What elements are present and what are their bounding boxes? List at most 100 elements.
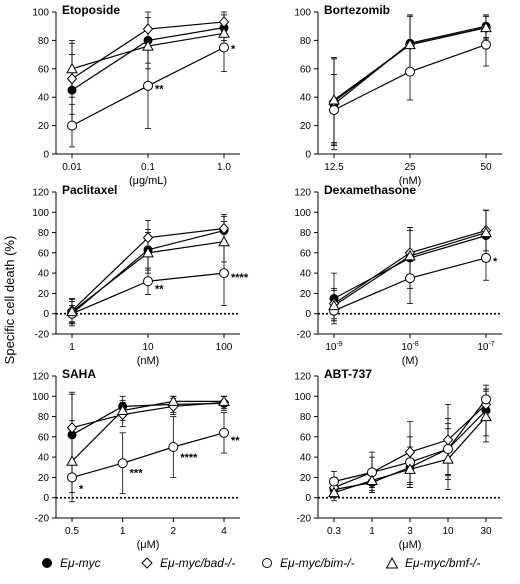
legend-item-bmf: Eμ-myc/bmf-/- bbox=[385, 556, 480, 570]
panel-title: Paclitaxel bbox=[62, 183, 117, 197]
significance-label: ** bbox=[231, 435, 240, 447]
data-point bbox=[328, 486, 340, 498]
y-tick-label: 20 bbox=[38, 473, 50, 484]
y-tick-label: 80 bbox=[38, 36, 50, 47]
y-tick-label: 40 bbox=[38, 93, 50, 104]
open-circle-icon bbox=[262, 558, 272, 568]
y-tick-label: 100 bbox=[32, 8, 49, 19]
y-axis-label: Specific cell death (%) bbox=[2, 236, 17, 365]
x-tick-label: 50 bbox=[480, 162, 492, 173]
data-point bbox=[218, 16, 230, 28]
y-tick-label: 40 bbox=[300, 453, 312, 464]
data-point bbox=[481, 252, 491, 263]
y-tick-label: 60 bbox=[300, 432, 312, 443]
legend-label: Eμ-myc/bim-/- bbox=[280, 556, 355, 570]
data-point bbox=[66, 62, 78, 74]
panel-title: Bortezomib bbox=[324, 3, 390, 17]
data-point bbox=[480, 21, 492, 33]
y-tick-label: 60 bbox=[300, 64, 312, 75]
open-diamond-icon bbox=[141, 557, 153, 569]
y-tick-label: 80 bbox=[300, 36, 312, 47]
series-line bbox=[71, 400, 224, 462]
filled-circle-icon bbox=[42, 558, 52, 568]
y-tick-label: 0 bbox=[43, 493, 49, 504]
x-tick-label: 25 bbox=[404, 162, 416, 173]
data-point bbox=[442, 453, 454, 464]
data-point bbox=[116, 404, 129, 415]
markers-open-circle bbox=[67, 42, 229, 131]
y-tick-label: 100 bbox=[294, 208, 311, 219]
x-tick-label: 1.0 bbox=[217, 162, 231, 173]
data-point bbox=[481, 39, 491, 50]
data-point bbox=[404, 446, 416, 458]
x-tick-label: 3 bbox=[407, 526, 413, 537]
y-tick-label: 20 bbox=[38, 289, 50, 300]
x-tick-label: 0.5 bbox=[65, 526, 79, 537]
legend: Eμ-myc Eμ-myc/bad-/- Eμ-myc/bim-/- Eμ-my… bbox=[40, 556, 520, 580]
chart-panel-dexamethasone: -20 0 20 40 60 80 100 120 10-9 10-8 10-7 (M) Dexamet… bbox=[294, 183, 502, 367]
chart-panel-bortezomib: 0 20 40 60 80 100 12.5 25 50 (nM) Bortezomib bbox=[294, 3, 502, 187]
significance-label: * bbox=[493, 256, 498, 268]
data-point bbox=[218, 222, 230, 235]
x-axis-label: (μM) bbox=[137, 539, 160, 551]
markers-open-circle bbox=[329, 39, 491, 115]
y-tick-label: 80 bbox=[38, 228, 50, 239]
y-tick-label: 80 bbox=[38, 412, 50, 423]
y-tick-label: 60 bbox=[38, 64, 50, 75]
y-tick-label: 60 bbox=[38, 432, 50, 443]
panel-title: ABT-737 bbox=[324, 367, 372, 381]
y-tick-label: 20 bbox=[300, 289, 312, 300]
y-tick-label: 60 bbox=[300, 248, 312, 259]
data-point bbox=[328, 94, 340, 105]
series-line bbox=[71, 402, 225, 436]
significance-label: *** bbox=[130, 467, 144, 479]
markers-open-circle bbox=[67, 427, 229, 483]
data-point bbox=[218, 395, 230, 406]
data-point bbox=[66, 421, 78, 434]
legend-label: Eμ-myc/bad-/- bbox=[160, 556, 236, 570]
significance-label: **** bbox=[180, 452, 198, 464]
legend-item-emu-myc: Eμ-myc bbox=[40, 556, 101, 570]
y-tick-label: 120 bbox=[32, 372, 49, 383]
x-tick-label: 1 bbox=[369, 526, 375, 537]
data-point bbox=[117, 458, 128, 469]
x-tick-label: 10 bbox=[142, 342, 154, 353]
legend-label: Eμ-myc/bmf-/- bbox=[405, 556, 481, 570]
markers-open-diamond bbox=[66, 396, 230, 434]
y-tick-label: -20 bbox=[35, 514, 50, 525]
y-tick-label: -20 bbox=[297, 330, 312, 341]
data-point bbox=[366, 474, 378, 485]
y-tick-label: 100 bbox=[32, 392, 49, 403]
x-tick-label: 10 bbox=[442, 526, 454, 537]
data-point bbox=[143, 276, 153, 287]
x-axis-label: (nM) bbox=[399, 175, 422, 187]
x-tick-label: 12.5 bbox=[324, 162, 344, 173]
data-point bbox=[329, 476, 339, 487]
series-open-diamond bbox=[69, 391, 227, 464]
x-tick-label: 100 bbox=[216, 342, 233, 353]
panel-title: Dexamethasone bbox=[324, 183, 416, 197]
x-axis-label: (μg/mL) bbox=[129, 175, 167, 187]
significance-label: * bbox=[231, 44, 236, 56]
y-tick-label: 80 bbox=[300, 412, 312, 423]
series-line bbox=[71, 401, 225, 429]
markers-open-triangle bbox=[66, 27, 230, 74]
x-tick-label: 10-7 bbox=[477, 341, 494, 353]
y-tick-label: 0 bbox=[43, 150, 49, 161]
y-tick-label: 0 bbox=[43, 309, 49, 320]
series-open-triangle bbox=[331, 209, 489, 322]
x-tick-label: 0.1 bbox=[141, 162, 155, 173]
y-tick-label: 100 bbox=[294, 392, 311, 403]
y-tick-label: 40 bbox=[38, 269, 50, 280]
series-open-triangle bbox=[69, 395, 227, 503]
markers-open-triangle bbox=[328, 21, 492, 105]
data-point bbox=[481, 394, 491, 405]
y-tick-label: 20 bbox=[300, 121, 312, 132]
data-point bbox=[66, 72, 78, 85]
data-point bbox=[404, 38, 416, 50]
x-tick-label: 10-8 bbox=[401, 341, 418, 353]
x-tick-label: 1 bbox=[69, 342, 75, 353]
